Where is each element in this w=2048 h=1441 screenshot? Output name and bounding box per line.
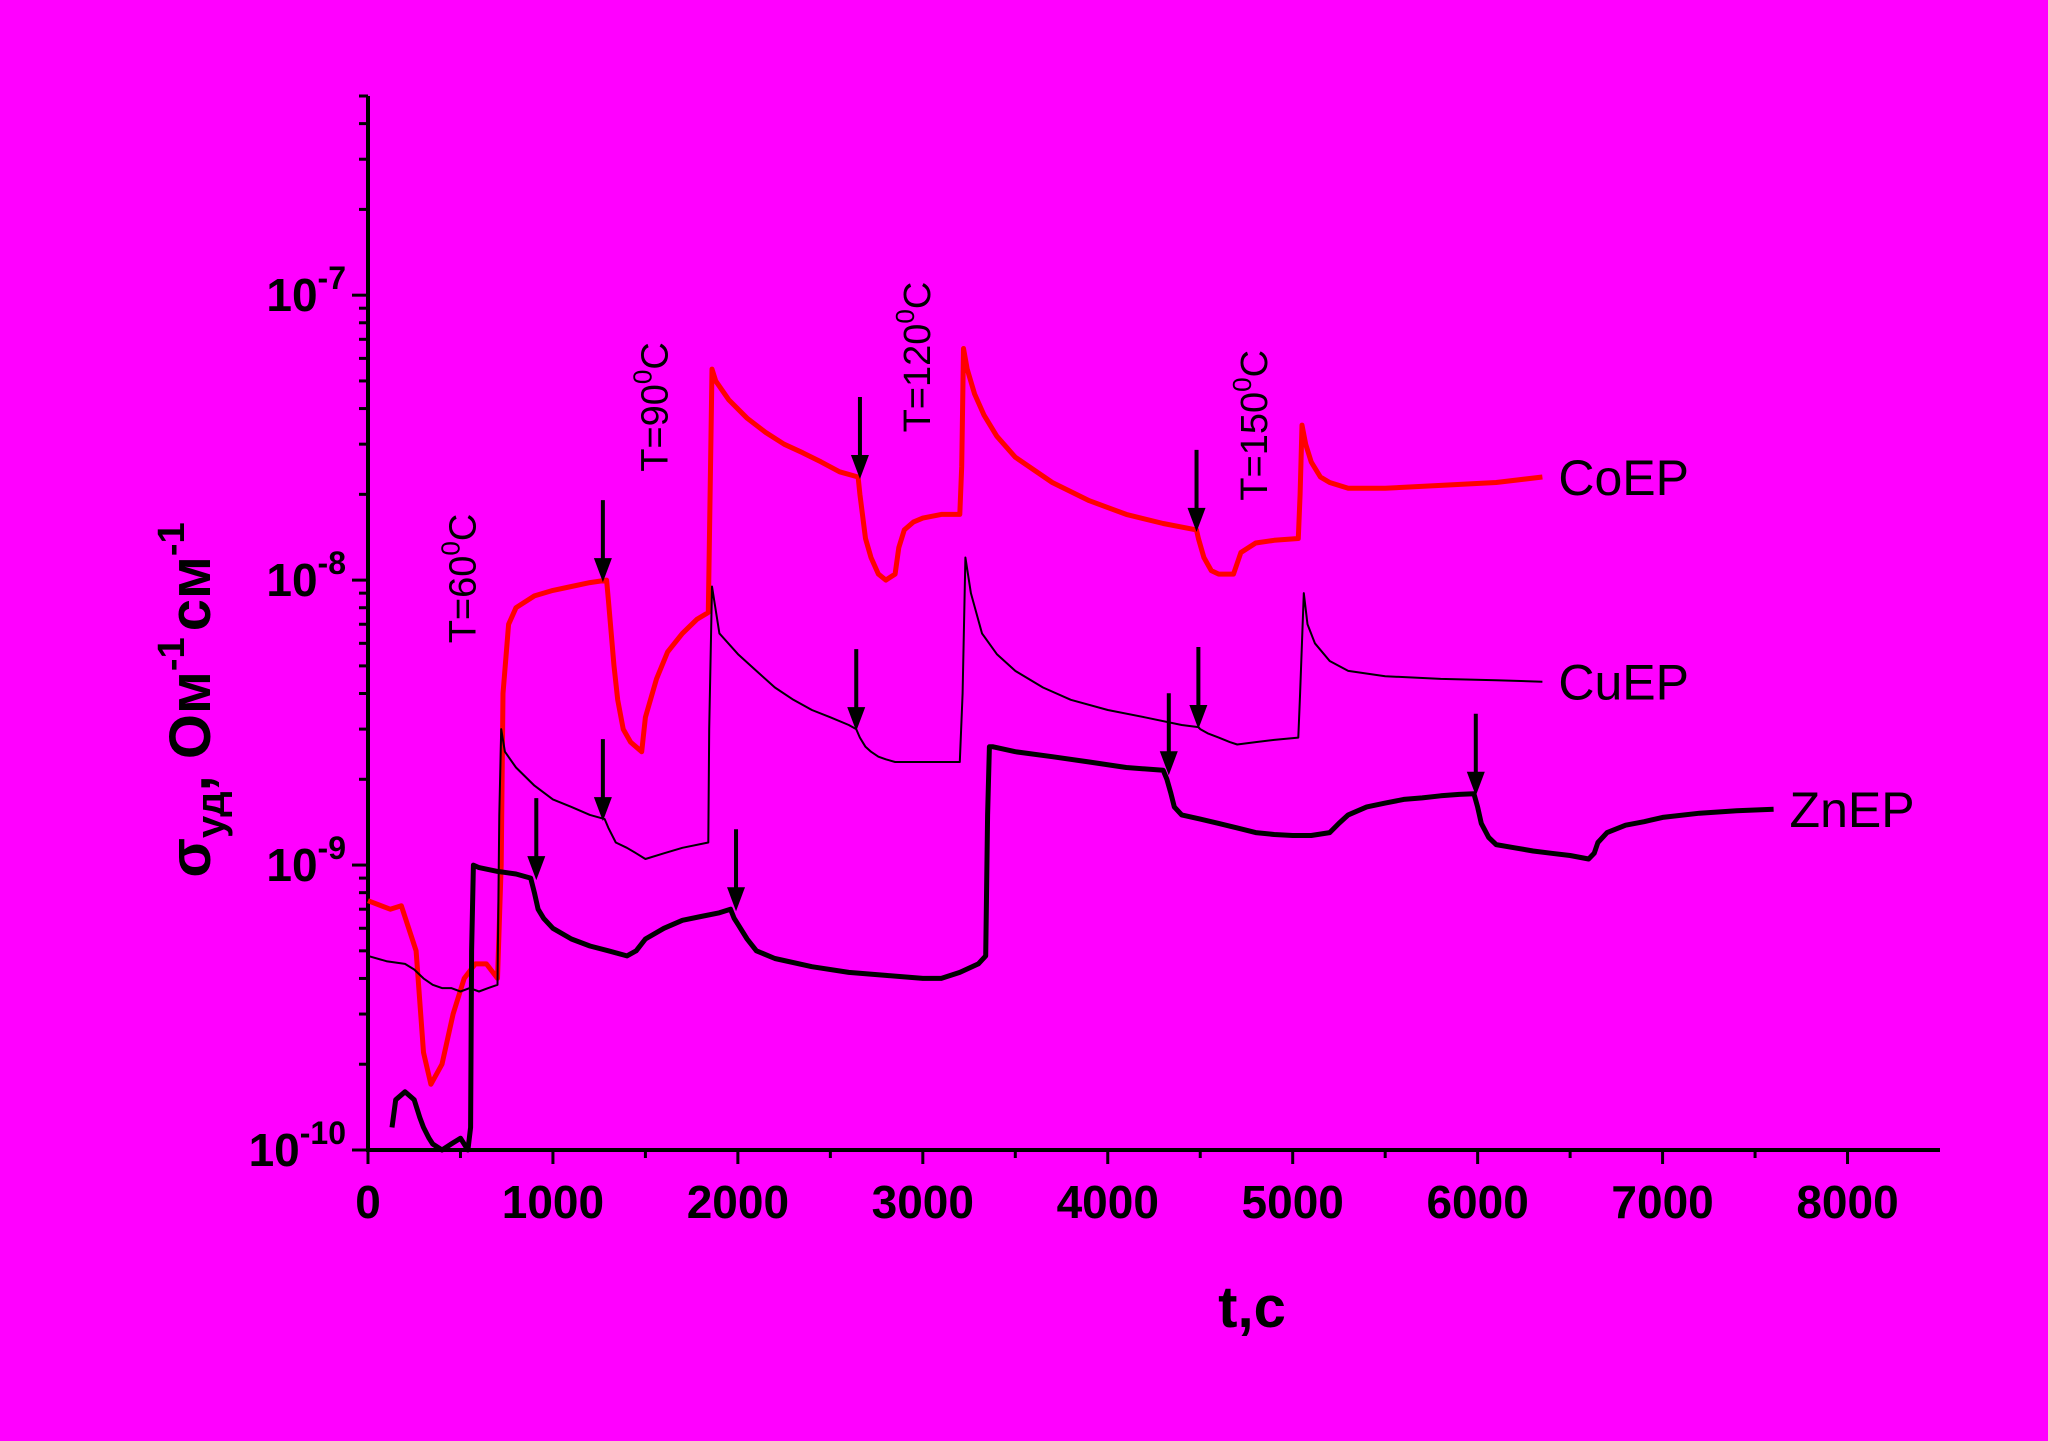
degree-sign: 0 [890,309,920,323]
x-tick-label: 4000 [1057,1176,1159,1228]
temperature-annotation: T=1500C [1227,350,1276,501]
y-axis-title: σуд, Ом-1см-1 [151,522,233,877]
y-axis-exp2: -1 [151,522,193,556]
x-tick-label: 1000 [502,1176,604,1228]
arrow-head [1466,771,1485,796]
series-line-znep [389,744,1774,1153]
y-tick-label: 10-8 [266,545,346,606]
temperature-annotation: T=600C [435,514,484,644]
temperature-value: T=60 [442,556,484,644]
arrow-head [847,707,866,732]
x-tick-label: 8000 [1796,1176,1898,1228]
degree-sign: 0 [628,370,658,384]
x-tick-label: 3000 [872,1176,974,1228]
x-tick-label: 5000 [1242,1176,1344,1228]
x-tick-label: 6000 [1426,1176,1528,1228]
axes: 0 1000 2000 3000 4000 5000 6000 7000 800010-1010… [249,94,1940,1228]
y-tick-label: 10-7 [266,260,346,321]
temperature-unit: C [897,282,939,309]
x-axis-title: t,c [1218,1275,1286,1340]
x-tick-label: 0 [355,1176,381,1228]
temperature-unit: C [442,514,484,541]
arrow-layer [527,397,1485,912]
y-tick-label: 10-9 [266,830,346,891]
temperature-unit: C [635,342,677,369]
temperature-value: T=120 [897,324,939,433]
y-axis-unit2: см [158,556,223,631]
temperature-value: T=90 [635,384,677,472]
arrow-head [1159,751,1178,776]
y-tick-exp: -9 [318,830,346,866]
arrow-head [727,887,746,912]
degree-sign: 0 [1227,377,1257,391]
temperature-unit: C [1234,350,1276,377]
temperature-annotation: T=900C [628,342,677,472]
x-tick-label: 7000 [1611,1176,1713,1228]
degree-sign: 0 [435,541,465,555]
y-axis-unit1: , Ом [158,671,223,791]
y-axis-symbol: σ [158,838,223,878]
y-tick-exp: -8 [318,545,346,581]
arrow-head [1189,705,1208,730]
y-tick-exp: -7 [318,260,346,296]
arrow-head [527,856,546,881]
temperature-value: T=150 [1234,392,1276,501]
y-tick-exp: -10 [300,1115,346,1151]
series-label-znep: ZnEP [1790,782,1915,838]
x-tick-label: 2000 [687,1176,789,1228]
series-label-coep: CoEP [1558,450,1689,506]
temperature-annotation: T=1200C [890,282,939,433]
y-tick-base: 10 [266,839,317,891]
y-axis-subscript: уд [189,791,233,838]
arrow-head [850,455,869,480]
y-axis-exp1: -1 [151,637,193,671]
arrow-head [1187,507,1206,532]
series-label-cuep: CuEP [1558,655,1689,711]
arrow-head [593,797,612,822]
series-line-coep [367,346,1543,1087]
y-tick-base: 10 [266,554,317,606]
y-tick-base: 10 [266,269,317,321]
y-tick-base: 10 [249,1124,300,1176]
arrow-head [593,558,612,583]
y-tick-label: 10-10 [249,1115,346,1176]
series-line-cuep [367,556,1543,993]
